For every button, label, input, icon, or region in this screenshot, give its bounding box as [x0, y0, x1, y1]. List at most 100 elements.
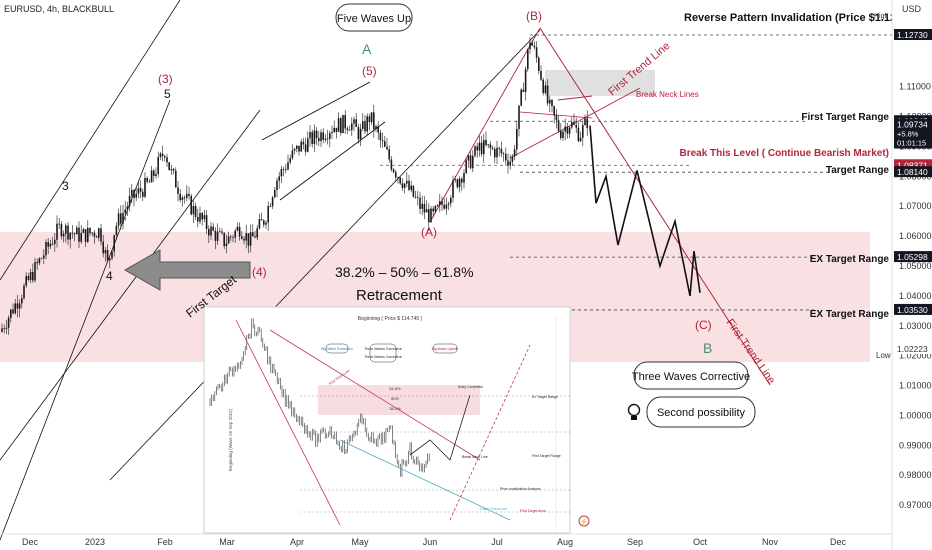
candle	[315, 130, 318, 139]
candle	[362, 121, 364, 129]
candle	[186, 193, 188, 198]
retracement-label: Retracement	[356, 287, 443, 304]
candle	[331, 132, 333, 134]
inset-label-6: Ex Target Range	[532, 395, 558, 399]
candle	[560, 131, 562, 138]
candle	[553, 106, 555, 116]
break-neck-lines-label: Break Neck Lines	[636, 90, 699, 99]
candle	[291, 150, 294, 159]
candle	[511, 156, 514, 162]
candle	[441, 201, 443, 205]
candle	[289, 158, 291, 163]
candle	[298, 145, 300, 152]
candle	[513, 149, 516, 157]
inset-label-1: Three Waves Corrective	[364, 347, 402, 351]
inset-label-0: Big Wave Formation	[321, 347, 353, 351]
candle	[73, 233, 76, 235]
candle	[326, 138, 329, 140]
candle	[238, 226, 241, 237]
candle	[32, 271, 34, 281]
candle	[346, 128, 349, 130]
candle	[164, 156, 166, 158]
candle	[126, 206, 129, 210]
candle	[522, 89, 525, 92]
x-tick-4: Apr	[290, 537, 304, 547]
candle	[430, 208, 432, 223]
candle	[485, 139, 487, 146]
price-marker-4: 1.08140	[897, 167, 928, 177]
inset-label-8: First Target Area	[520, 509, 546, 513]
candle	[406, 180, 408, 184]
trend-line-7	[509, 87, 641, 159]
currency-label: USD	[902, 4, 922, 14]
candle	[144, 178, 146, 197]
candle	[100, 228, 102, 242]
price-marker-bg-6	[894, 303, 932, 315]
inset-label-13: Entry Corrective	[458, 385, 483, 389]
candle	[434, 205, 437, 212]
candle	[571, 121, 573, 128]
candle	[549, 99, 551, 104]
candle	[478, 142, 481, 151]
candle	[223, 232, 225, 247]
candle	[436, 205, 439, 206]
candle	[263, 220, 265, 225]
candle	[582, 125, 584, 138]
candle	[520, 89, 522, 106]
candle	[280, 169, 283, 177]
candle	[397, 177, 399, 179]
wave-label-Bp: (B)	[526, 9, 542, 23]
candle	[120, 213, 122, 224]
candle	[71, 232, 74, 234]
candle	[498, 147, 500, 149]
candle	[410, 185, 412, 190]
candle	[368, 116, 371, 123]
candle	[443, 204, 445, 209]
candle	[423, 203, 426, 213]
candle	[428, 209, 430, 223]
price-marker-6: 1.03530	[897, 305, 928, 315]
candle	[139, 188, 142, 192]
trend-line-6	[429, 27, 541, 223]
x-tick-8: Aug	[557, 537, 573, 547]
candle	[5, 327, 8, 329]
wave-label-A: A	[362, 41, 372, 57]
candle	[29, 271, 32, 280]
candle	[254, 236, 256, 238]
candle	[337, 118, 340, 132]
candle	[357, 127, 360, 140]
level-lines	[380, 34, 892, 311]
candle	[161, 153, 164, 157]
candle	[399, 177, 401, 184]
price-marker-bg-3	[894, 159, 932, 171]
candle	[465, 160, 467, 173]
x-tick-3: Mar	[219, 537, 235, 547]
candle	[54, 239, 56, 245]
candle	[159, 153, 162, 158]
candle	[348, 129, 351, 131]
inset-label-11: Break Neck Line	[462, 455, 488, 459]
candle	[1, 328, 3, 332]
candle	[370, 112, 373, 123]
candle	[414, 196, 417, 198]
level-label-ex-target-1: EX Target Range	[810, 254, 890, 265]
candle	[373, 112, 375, 129]
x-tick-6: Jun	[423, 537, 438, 547]
projection-path	[589, 125, 701, 297]
price-marker-7: 1.02223	[897, 344, 928, 354]
candle	[542, 79, 544, 94]
symbol-label: EURUSD, 4h, BLACKBULL	[4, 4, 114, 14]
candle	[10, 309, 12, 318]
candle	[18, 303, 21, 309]
candle	[153, 170, 155, 176]
candle	[170, 168, 173, 171]
price-marker-2: 1.09734	[897, 120, 928, 130]
candle	[137, 188, 140, 194]
arrow-icon	[123, 249, 251, 291]
candle	[408, 180, 410, 190]
candle	[540, 70, 542, 80]
price-marker-0: 1.12730	[897, 30, 928, 40]
candle	[258, 219, 261, 229]
candle	[311, 132, 313, 145]
candle	[252, 232, 254, 237]
